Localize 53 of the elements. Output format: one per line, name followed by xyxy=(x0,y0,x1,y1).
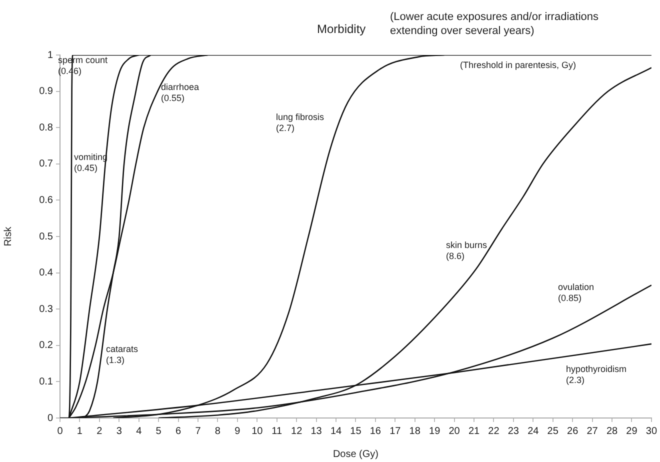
x-tick-label: 21 xyxy=(468,426,480,437)
x-tick-label: 10 xyxy=(252,426,264,437)
x-tick-label: 5 xyxy=(156,426,162,437)
y-tick-label: 0.5 xyxy=(39,231,54,242)
x-tick-label: 6 xyxy=(176,426,182,437)
y-tick-label: 0.6 xyxy=(39,194,54,206)
y-tick-label: 0.4 xyxy=(39,268,54,279)
y-tick-label: 0.9 xyxy=(39,86,54,98)
x-tick-label: 28 xyxy=(606,426,618,437)
y-tick-label: 0.3 xyxy=(39,304,54,315)
x-tick-label: 22 xyxy=(488,426,500,437)
x-tick-label: 14 xyxy=(330,426,342,437)
chart-title: Morbidity xyxy=(317,22,366,36)
x-tick-label: 30 xyxy=(646,426,658,437)
x-tick-label: 20 xyxy=(448,426,460,437)
series-label: ovulation (0.85) xyxy=(558,282,594,303)
x-tick-label: 9 xyxy=(234,426,241,437)
x-tick-label: 2 xyxy=(96,426,103,437)
x-tick-label: 29 xyxy=(626,426,638,437)
x-tick-label: 18 xyxy=(409,426,421,437)
y-tick-label: 0.8 xyxy=(39,122,54,134)
x-tick-label: 8 xyxy=(214,426,221,437)
series-label: skin burns (8.6) xyxy=(446,240,488,261)
y-tick-label: 1 xyxy=(47,50,54,61)
x-tick-label: 1 xyxy=(76,426,83,437)
x-tick-label: 27 xyxy=(586,426,598,437)
x-tick-label: 23 xyxy=(508,426,520,437)
x-tick-label: 3 xyxy=(116,426,122,437)
x-tick-label: 15 xyxy=(350,426,362,437)
x-tick-label: 24 xyxy=(528,426,540,437)
x-tick-label: 16 xyxy=(370,426,382,437)
series-label: catarats (1.3) xyxy=(106,344,139,365)
x-tick-label: 0 xyxy=(57,426,64,437)
y-tick-label: 0.7 xyxy=(39,158,54,170)
y-axis-title: Risk xyxy=(2,226,14,246)
y-tick-label: 0.1 xyxy=(39,376,54,388)
y-tick-label: 0 xyxy=(47,412,54,424)
series-label: lung fibrosis (2.7) xyxy=(276,112,325,133)
x-axis-title: Dose (Gy) xyxy=(332,448,378,460)
x-tick-label: 26 xyxy=(567,426,579,437)
x-tick-label: 12 xyxy=(291,426,303,437)
y-tick-label: 0.2 xyxy=(39,340,54,352)
x-tick-label: 4 xyxy=(136,426,142,437)
chart-subtitle: (Lower acute exposures and/or irradiations extending over several years) xyxy=(390,11,599,37)
x-tick-label: 7 xyxy=(195,426,202,437)
x-tick-label: 25 xyxy=(547,426,559,437)
x-tick-label: 17 xyxy=(390,426,402,437)
x-tick-label: 11 xyxy=(272,426,282,437)
series-label: diarrhoea (0.55) xyxy=(161,82,200,103)
x-tick-label: 13 xyxy=(310,426,322,437)
x-tick-label: 19 xyxy=(429,426,441,437)
series-label: hypothyroidism (2.3) xyxy=(566,364,627,385)
annotation: (Threshold in parentesis, Gy) xyxy=(460,60,576,70)
